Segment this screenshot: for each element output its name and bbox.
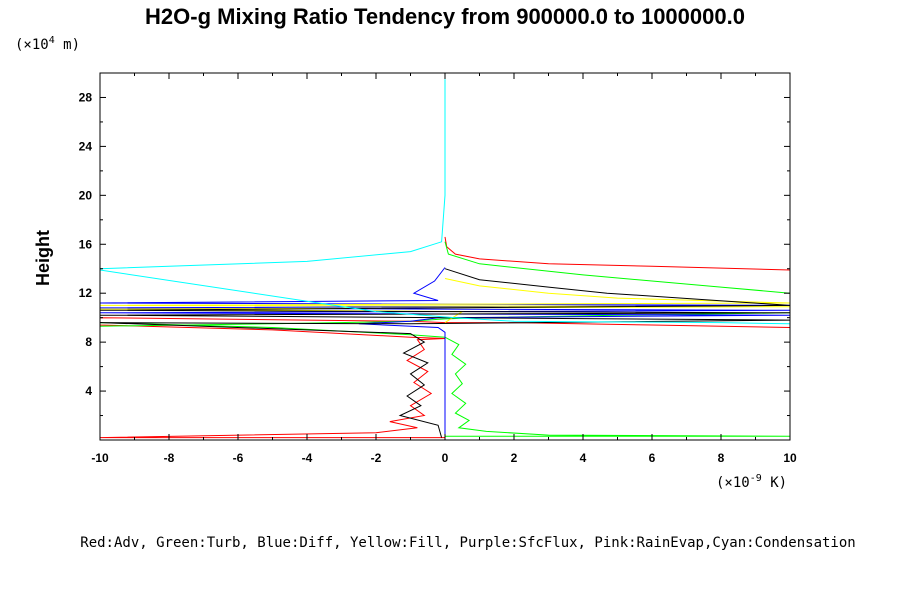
y-unit-label: (×104 m) <box>15 35 80 53</box>
x-tick-label: -10 <box>91 451 109 465</box>
y-axis: 4 8 12 16 20 24 28 <box>79 90 790 417</box>
y-tick-label: 28 <box>79 90 93 104</box>
x-tick-label: -8 <box>164 451 175 465</box>
x-tick-label: 2 <box>511 451 518 465</box>
series-line-residual <box>100 268 790 438</box>
x-tick-label: 4 <box>580 451 587 465</box>
x-tick-label: -2 <box>371 451 382 465</box>
x-tick-label: 0 <box>442 451 449 465</box>
y-tick-label: 24 <box>79 139 93 153</box>
y-tick-label: 16 <box>79 237 93 251</box>
x-tick-label: -4 <box>302 451 313 465</box>
legend: Red:Adv, Green:Turb, Blue:Diff, Yellow:F… <box>80 535 855 551</box>
x-tick-label: 6 <box>649 451 656 465</box>
x-unit-label: (×10-9 K) <box>716 473 787 491</box>
x-axis: -10 -8 -6 -4 -2 0 2 4 6 8 10 <box>91 73 797 465</box>
x-tick-label: -6 <box>233 451 244 465</box>
series-line-diff <box>100 267 790 438</box>
y-tick-label: 12 <box>79 286 93 300</box>
y-tick-label: 20 <box>79 188 93 202</box>
y-tick-label: 4 <box>85 384 92 398</box>
series-line-condensation <box>100 79 790 325</box>
x-tick-label: 8 <box>718 451 725 465</box>
plot-area <box>99 72 791 441</box>
series-layer <box>100 79 790 439</box>
x-tick-label: 10 <box>783 451 797 465</box>
chart-title: H2O-g Mixing Ratio Tendency from 900000.… <box>145 4 745 29</box>
series-line-fill <box>100 278 790 324</box>
y-axis-label: Height <box>33 230 53 286</box>
y-tick-label: 8 <box>85 335 92 349</box>
series-line-turb <box>100 241 790 437</box>
series-line-adv <box>100 236 790 439</box>
